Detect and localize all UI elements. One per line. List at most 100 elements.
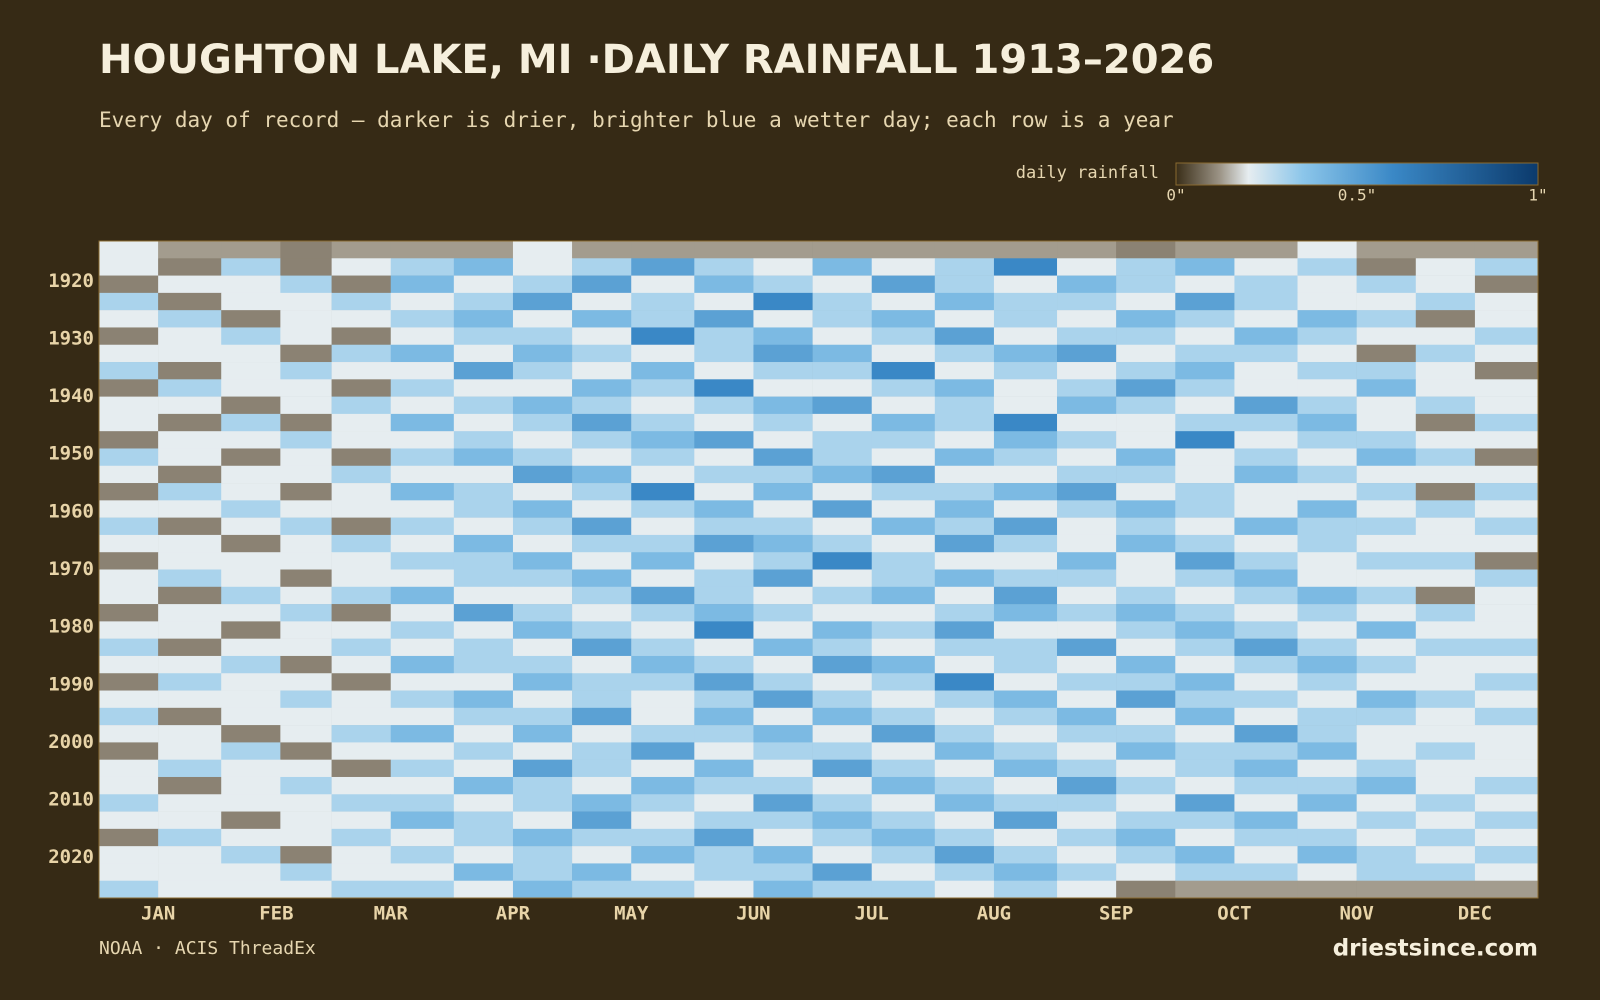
heatmap-cell	[1474, 552, 1539, 570]
heatmap-cell	[99, 742, 159, 760]
heatmap-cell	[99, 362, 159, 380]
heatmap-cell	[1057, 673, 1117, 691]
plot-frame	[98, 240, 1539, 899]
heatmap-cell	[280, 379, 332, 397]
heatmap-cell	[871, 707, 936, 726]
heatmap-cell	[99, 638, 159, 657]
heatmap-cell	[1175, 344, 1235, 363]
heatmap-cell	[753, 759, 813, 778]
heatmap-cell	[1057, 638, 1117, 657]
heatmap-cell	[512, 275, 573, 294]
heatmap-cell	[631, 327, 695, 346]
heatmap-cell	[331, 379, 392, 397]
heatmap-cell	[1175, 655, 1235, 674]
heatmap-cell	[512, 362, 573, 380]
heatmap-cell	[1175, 742, 1235, 760]
heatmap-cell	[993, 448, 1058, 467]
heatmap-cell	[1356, 483, 1417, 501]
heatmap-cell	[812, 379, 873, 397]
heatmap-cell	[158, 638, 222, 657]
heatmap-cell	[158, 413, 222, 432]
heatmap-cell	[1415, 569, 1476, 588]
heatmap-cell	[631, 621, 695, 639]
heatmap-cell	[993, 258, 1058, 276]
heatmap-cell	[453, 310, 514, 328]
heatmap-cell	[99, 517, 159, 536]
heatmap-cell	[694, 725, 754, 743]
heatmap-cell	[812, 310, 873, 328]
heatmap-cell	[934, 431, 995, 449]
heatmap-cell	[871, 275, 936, 294]
heatmap-cell	[1057, 483, 1117, 501]
heatmap-cell	[1234, 500, 1298, 518]
heatmap-cell	[1415, 604, 1476, 622]
heatmap-cell	[331, 794, 392, 812]
heatmap-cell	[1356, 638, 1417, 657]
heatmap-cell	[1057, 362, 1117, 380]
heatmap-cell	[453, 379, 514, 397]
heatmap-cell	[1175, 794, 1235, 812]
heatmap-cell	[390, 569, 455, 588]
heatmap-cell	[1415, 846, 1476, 864]
heatmap-cell	[631, 431, 695, 449]
heatmap-cell	[572, 673, 632, 691]
heatmap-cell	[1415, 690, 1476, 709]
heatmap-cell	[812, 863, 873, 882]
heatmap-cell	[1116, 725, 1176, 743]
heatmap-cell	[1474, 604, 1539, 622]
heatmap-cell	[99, 707, 159, 726]
heatmap-cell	[1234, 586, 1298, 605]
heatmap-cell	[812, 776, 873, 795]
heatmap-cell	[993, 794, 1058, 812]
heatmap-cell	[753, 465, 813, 484]
heatmap-cell	[512, 534, 573, 553]
heatmap-cell	[221, 655, 281, 674]
heatmap-cell	[871, 344, 936, 363]
heatmap-cell	[280, 431, 332, 449]
heatmap-cell	[993, 742, 1058, 760]
heatmap-cell	[934, 811, 995, 830]
heatmap-cell	[1474, 396, 1539, 415]
heatmap-cell	[1057, 534, 1117, 553]
heatmap-cell	[1356, 690, 1417, 709]
heatmap-cell	[390, 655, 455, 674]
heatmap-cell	[694, 344, 754, 363]
heatmap-cell	[753, 362, 813, 380]
heatmap-cell	[158, 863, 222, 882]
heatmap-cell	[753, 517, 813, 536]
heatmap-cell	[934, 673, 995, 691]
heatmap-cell	[753, 742, 813, 760]
heatmap-cell	[753, 500, 813, 518]
heatmap-cell	[1234, 794, 1298, 812]
heatmap-cell	[993, 863, 1058, 882]
heatmap-cell	[512, 794, 573, 812]
heatmap-cell	[221, 863, 281, 882]
heatmap-cell	[694, 379, 754, 397]
heatmap-cell	[812, 638, 873, 657]
heatmap-cell	[512, 604, 573, 622]
heatmap-cell	[694, 431, 754, 449]
heatmap-cell	[1415, 638, 1476, 657]
heatmap-cell	[390, 621, 455, 639]
x-tick-label: FEB	[259, 903, 293, 925]
heatmap-cell	[993, 828, 1058, 847]
x-tick-label: APR	[496, 903, 531, 925]
heatmap-cell	[572, 534, 632, 553]
heatmap-cell	[99, 863, 159, 882]
heatmap-cell	[1297, 828, 1357, 847]
heatmap-cell	[572, 638, 632, 657]
heatmap-cell	[158, 310, 222, 328]
heatmap-cell	[280, 396, 332, 415]
heatmap-cell	[221, 742, 281, 760]
heatmap-cell	[871, 673, 936, 691]
heatmap-cell	[99, 500, 159, 518]
heatmap-cell	[453, 776, 514, 795]
heatmap-cell	[331, 828, 392, 847]
heatmap-cell	[871, 586, 936, 605]
heatmap-cell	[871, 413, 936, 432]
heatmap-cell	[99, 448, 159, 467]
heatmap-cell	[1297, 327, 1357, 346]
heatmap-cell	[631, 483, 695, 501]
heatmap-cell	[1116, 534, 1176, 553]
